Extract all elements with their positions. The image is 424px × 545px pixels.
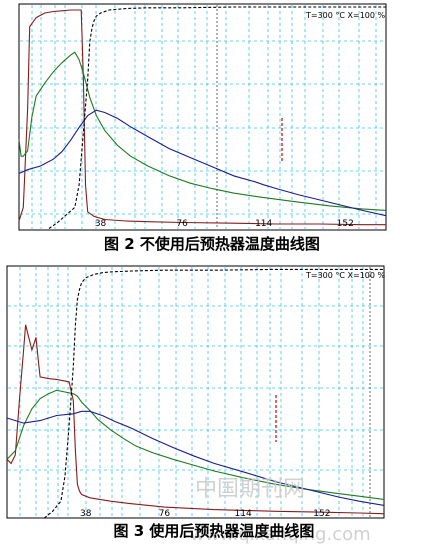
x-tick-label: 76 — [159, 509, 171, 519]
watermark-logo: 中国期刊网 — [195, 477, 305, 502]
series-line-1 — [18, 9, 386, 226]
x-tick-label: 76 — [176, 219, 188, 229]
series-line-3 — [6, 410, 385, 506]
figure3-caption: 图 3 使用后预热器温度曲线图 — [114, 522, 315, 540]
figure3-chart: 38 76 114 152 T=300 °C X=100 % — [6, 265, 386, 519]
series-line-2 — [18, 51, 387, 211]
series-line-4 — [48, 6, 386, 229]
figure2-grid — [20, 5, 385, 229]
x-tick-label: 38 — [80, 509, 92, 519]
x-tick-label: 152 — [337, 219, 354, 229]
figure3-annotation: T=300 °C X=100 % — [305, 271, 386, 280]
figure2-annotation: T=300 °C X=100 % — [305, 11, 386, 20]
x-tick-label: 114 — [235, 509, 252, 519]
series-line-2 — [6, 389, 385, 501]
series-line-3 — [18, 109, 387, 217]
figure3-ticks: 38 76 114 152 — [80, 509, 330, 519]
figure2-chart: 38 76 114 152 T=300 °C X=100 % — [18, 3, 387, 231]
figure2-ticks: 38 76 114 152 — [95, 219, 354, 229]
figure3-grid — [8, 267, 383, 517]
figure3-series — [6, 268, 385, 519]
figure3-plot-frame — [6, 265, 385, 519]
x-tick-label: 38 — [95, 219, 107, 229]
x-tick-label: 152 — [313, 509, 330, 519]
watermark-url: www.qikanqing.com — [190, 524, 371, 545]
figure2-caption: 图 2 不使用后预热器温度曲线图 — [104, 235, 320, 253]
series-line-4 — [43, 268, 384, 519]
x-tick-label: 114 — [255, 219, 272, 229]
figure2-series — [18, 6, 387, 229]
series-line-1 — [6, 324, 385, 515]
figure2-plot-frame — [18, 3, 387, 231]
